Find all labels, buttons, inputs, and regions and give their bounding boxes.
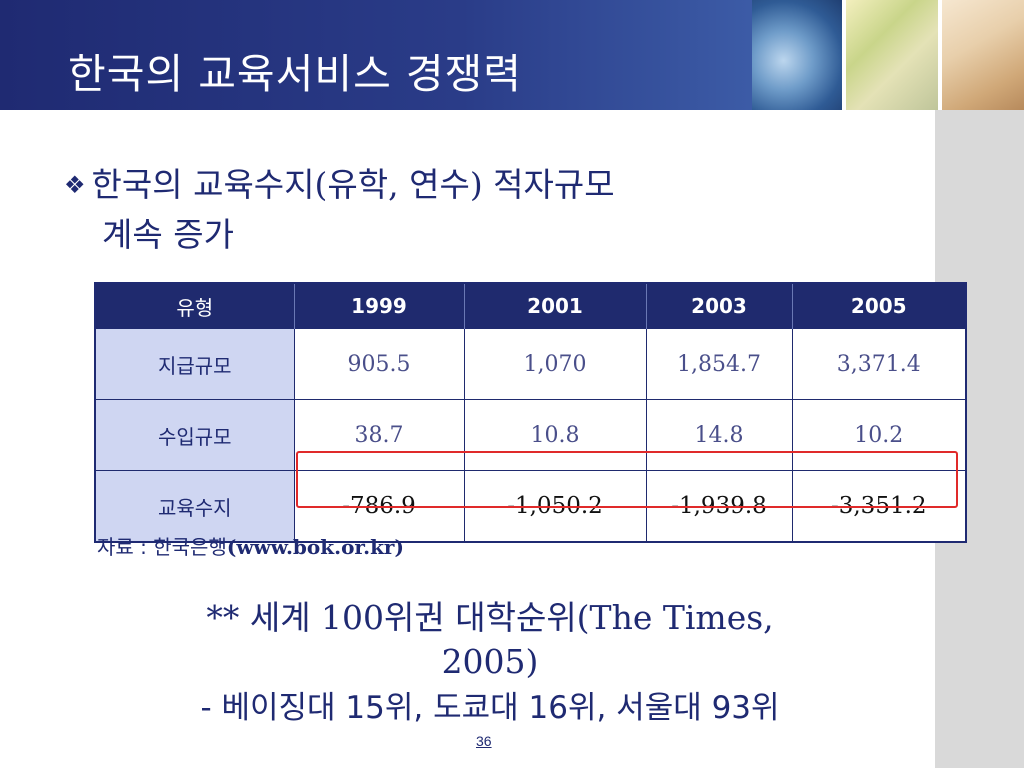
page-number: 36 <box>476 733 492 749</box>
column-header: 2001 <box>464 283 647 329</box>
source-label: 자료 : 한국은행 <box>97 535 227 559</box>
table-cell: 38.7 <box>293 399 465 471</box>
slide-title: 한국의 교육서비스 경쟁력 <box>68 50 522 98</box>
table-cell: 14.8 <box>645 399 793 471</box>
table-cell: 10.8 <box>463 399 647 471</box>
table-header-row: 유형 1999 2001 2003 2005 <box>95 283 967 329</box>
table-cell: 3,371.4 <box>791 328 967 400</box>
photo-divider <box>938 0 942 110</box>
ranking-title-line2: 2005) <box>441 642 539 681</box>
column-header: 2003 <box>646 283 793 329</box>
table-cell: -3,351.2 <box>791 470 967 543</box>
bullet-text-line2: 계속 증가 <box>102 215 234 254</box>
column-header: 1999 <box>294 283 465 329</box>
header-photo-calculator <box>846 0 938 110</box>
header-photo-clock <box>752 0 842 110</box>
column-header: 2005 <box>792 283 967 329</box>
table-cell: 1,070 <box>463 328 647 400</box>
table-row: 수입규모 38.7 10.8 14.8 10.2 <box>94 399 967 471</box>
column-header: 유형 <box>95 283 295 329</box>
table-cell: -1,050.2 <box>463 470 647 543</box>
source-note: 자료 : 한국은행(www.bok.or.kr) <box>97 531 404 560</box>
row-label: 수입규모 <box>94 399 295 471</box>
table-cell: 905.5 <box>293 328 465 400</box>
ranking-detail: - 베이징대 15위, 도쿄대 16위, 서울대 93위 <box>200 690 780 726</box>
education-balance-table: 유형 1999 2001 2003 2005 지급규모 905.5 1,070 … <box>94 282 967 543</box>
bullet-text-line1: 한국의 교육수지(유학, 연수) 적자규모 <box>91 165 615 204</box>
bullet-heading: ❖ 한국의 교육수지(유학, 연수) 적자규모 계속 증가 <box>64 160 884 260</box>
table-cell: 1,854.7 <box>645 328 793 400</box>
table-cell: 10.2 <box>791 399 967 471</box>
header-bar: 한국의 교육서비스 경쟁력 <box>0 0 1024 110</box>
university-ranking-note: ** 세계 100위권 대학순위(The Times, 2005) - 베이징대… <box>80 596 900 732</box>
table-cell: -1,939.8 <box>645 470 793 543</box>
ranking-title-line1: ** 세계 100위권 대학순위(The Times, <box>206 598 774 637</box>
row-label: 교육수지 <box>94 470 295 543</box>
source-url: (www.bok.or.kr) <box>226 535 404 559</box>
photo-divider <box>842 0 846 110</box>
diamond-bullet-icon: ❖ <box>64 171 86 199</box>
table-row: 지급규모 905.5 1,070 1,854.7 3,371.4 <box>94 328 967 400</box>
row-label: 지급규모 <box>94 328 295 400</box>
header-photo-pen <box>942 0 1024 110</box>
